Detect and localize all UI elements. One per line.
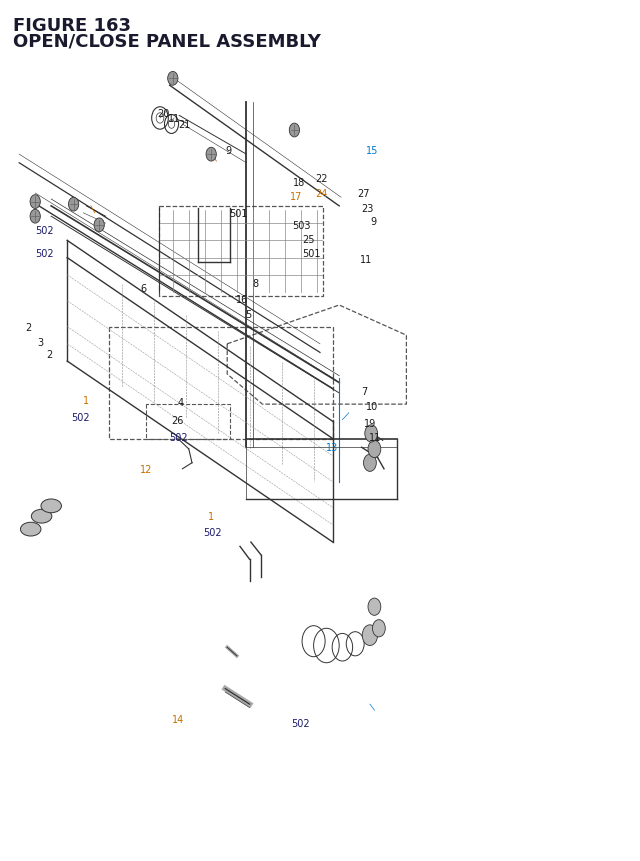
Circle shape [364,455,376,472]
Text: 9: 9 [370,217,376,227]
Text: 18: 18 [293,177,305,188]
Text: 8: 8 [253,279,259,289]
Circle shape [372,620,385,637]
Text: 25: 25 [303,234,316,245]
Text: 26: 26 [172,415,184,425]
Text: 501: 501 [302,249,321,259]
Text: 14: 14 [172,714,184,724]
Ellipse shape [31,510,52,523]
Text: 13: 13 [326,443,339,453]
Text: 502: 502 [170,432,188,443]
Text: FIGURE 163: FIGURE 163 [13,17,131,35]
Text: 27: 27 [357,189,370,199]
Text: 5: 5 [245,309,252,319]
Circle shape [289,124,300,138]
Text: 502: 502 [35,226,54,236]
Text: 2: 2 [26,322,32,332]
Text: 11: 11 [168,114,180,124]
Text: 22: 22 [315,174,328,184]
Text: 1: 1 [83,395,90,406]
Text: 7: 7 [362,387,368,397]
Text: 503: 503 [292,220,310,231]
Circle shape [365,425,378,443]
Circle shape [94,219,104,232]
Circle shape [68,198,79,212]
Text: 15: 15 [366,146,378,156]
Text: 502: 502 [204,527,222,537]
Text: 2: 2 [46,350,52,360]
Circle shape [362,625,378,646]
Text: 16: 16 [236,294,248,305]
Text: 501: 501 [229,208,248,219]
Text: 17: 17 [290,191,302,201]
Ellipse shape [20,523,41,536]
Text: 21: 21 [178,120,190,130]
Text: 11: 11 [360,255,372,265]
Ellipse shape [41,499,61,513]
Text: 4: 4 [178,398,184,408]
Circle shape [368,598,381,616]
Circle shape [30,210,40,224]
Text: 19: 19 [364,418,376,429]
Text: 502: 502 [291,718,310,728]
Circle shape [30,195,40,209]
Text: 10: 10 [366,401,378,412]
Circle shape [206,148,216,162]
Text: 502: 502 [35,249,54,259]
Text: 6: 6 [141,283,147,294]
Text: 20: 20 [157,108,169,119]
Text: 9: 9 [225,146,232,156]
Text: 12: 12 [140,464,152,474]
Circle shape [168,72,178,86]
Text: 3: 3 [37,338,44,348]
Circle shape [368,441,381,458]
Text: 502: 502 [72,412,90,423]
Text: 11: 11 [369,432,381,443]
Text: 24: 24 [315,189,327,199]
Text: 1: 1 [208,511,214,522]
Text: OPEN/CLOSE PANEL ASSEMBLY: OPEN/CLOSE PANEL ASSEMBLY [13,33,321,51]
Text: 23: 23 [362,203,374,214]
